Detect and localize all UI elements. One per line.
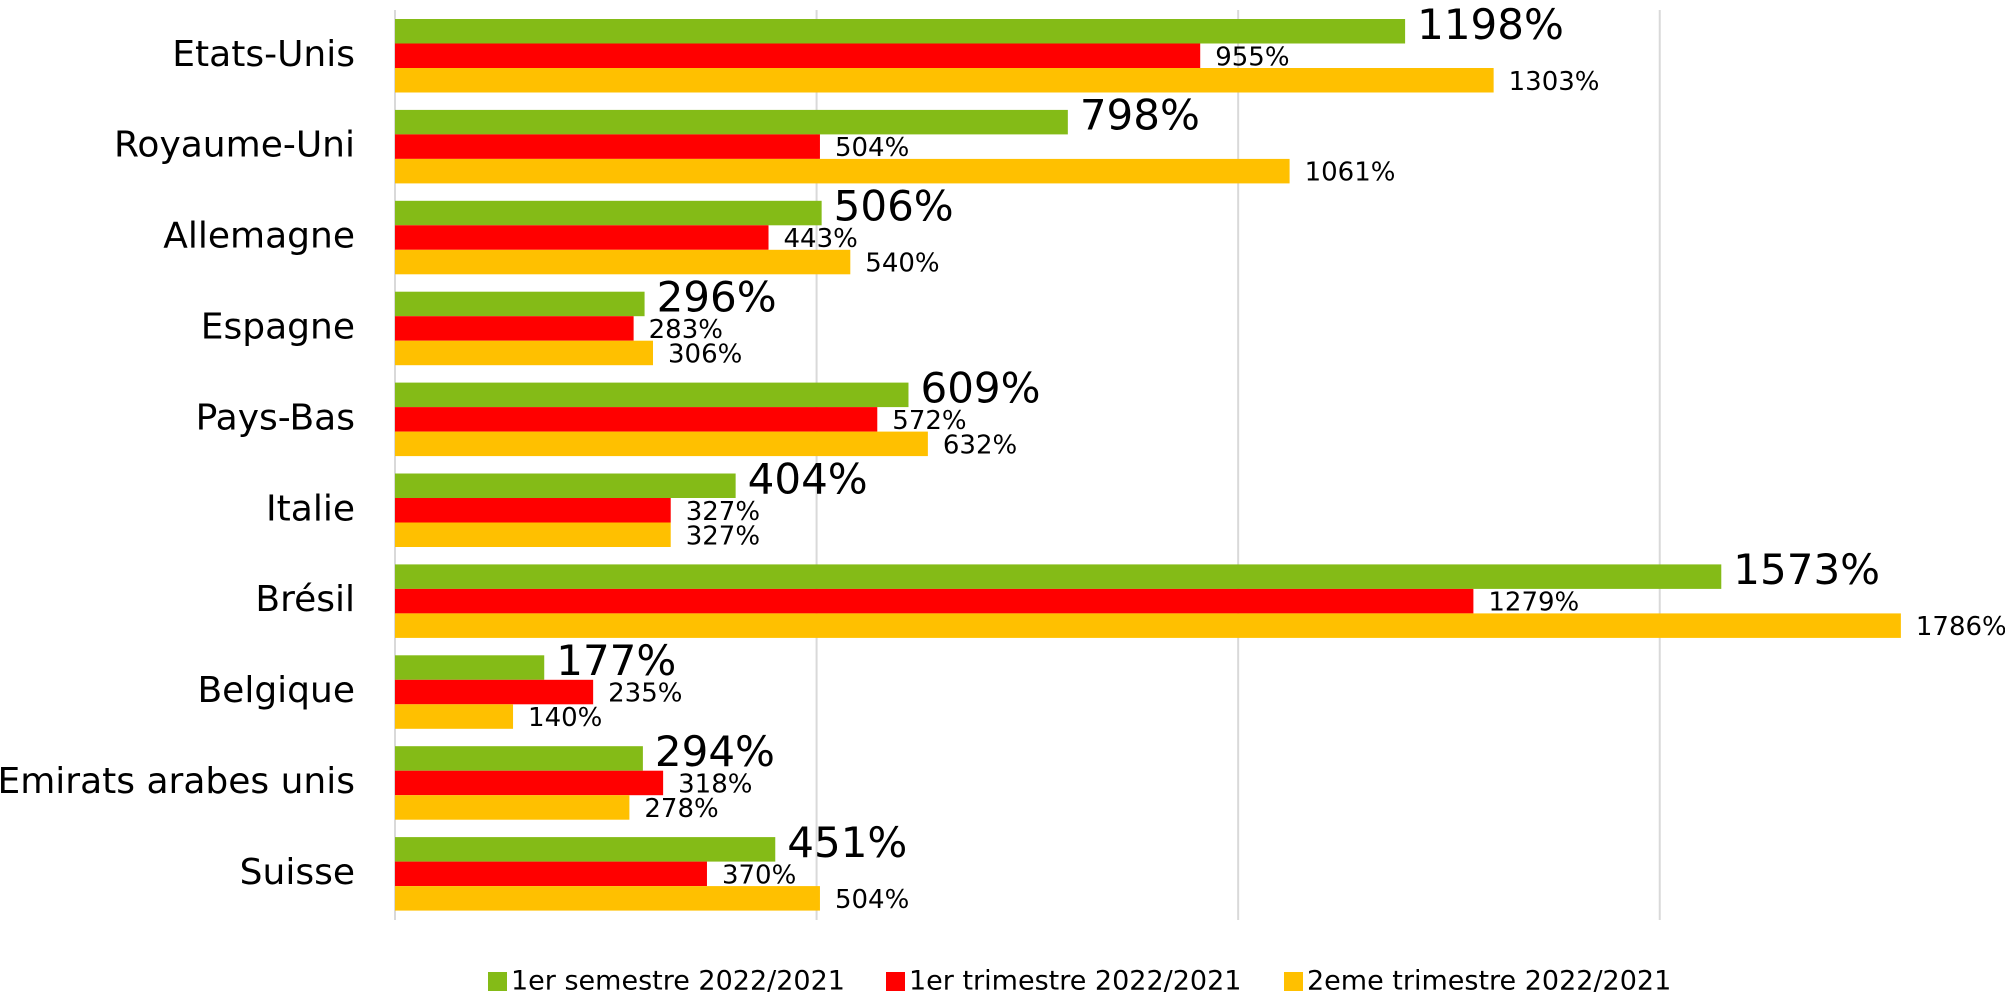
bar	[395, 746, 643, 771]
value-label: 632%	[943, 430, 1017, 460]
bar	[395, 43, 1201, 68]
value-label: 443%	[784, 224, 858, 254]
bar	[395, 340, 654, 366]
bar	[395, 795, 630, 820]
value-label: 278%	[644, 794, 718, 824]
bar	[395, 291, 645, 317]
bar	[395, 473, 736, 498]
value-label: 318%	[678, 769, 752, 799]
value-label: 404%	[748, 454, 868, 503]
value-label: 327%	[686, 497, 760, 527]
value-label: 1786%	[1916, 612, 2005, 642]
value-label: 294%	[655, 727, 775, 776]
legend-label: 1er trimestre 2022/2021	[909, 966, 1241, 996]
category-label: Etats-Unis	[172, 34, 355, 75]
legend-swatch	[1284, 972, 1303, 991]
bar	[395, 837, 776, 862]
category-label: Emirats arabes unis	[0, 761, 355, 802]
value-label: 370%	[722, 860, 796, 890]
value-label: 296%	[657, 272, 777, 321]
bar	[395, 770, 664, 796]
value-label: 177%	[556, 636, 676, 685]
bar	[395, 564, 1722, 589]
value-label: 235%	[608, 679, 682, 709]
value-label: 1279%	[1488, 588, 1579, 618]
value-label: 609%	[920, 363, 1040, 412]
value-label: 306%	[668, 339, 742, 369]
category-label: Allemagne	[163, 216, 355, 257]
value-label: 540%	[865, 249, 939, 279]
value-label: 504%	[835, 133, 909, 163]
value-label: 1198%	[1417, 0, 1564, 49]
bar	[395, 109, 1068, 135]
value-label: 1061%	[1305, 158, 1396, 188]
bar	[395, 249, 851, 275]
legend-label: 1er semestre 2022/2021	[511, 966, 845, 996]
category-label: Brésil	[255, 579, 355, 620]
bar	[395, 613, 1901, 638]
bar	[395, 200, 822, 226]
legend-swatch	[886, 972, 905, 991]
bar	[395, 498, 671, 523]
value-label: 283%	[649, 315, 723, 345]
value-label: 327%	[686, 521, 760, 551]
value-label: 504%	[835, 885, 909, 915]
bar	[395, 704, 514, 729]
value-label: 506%	[834, 182, 954, 231]
bar	[395, 431, 928, 457]
value-label: 1573%	[1733, 545, 1880, 594]
value-label: 798%	[1080, 91, 1200, 140]
value-label: 451%	[787, 818, 907, 867]
category-label: Pays-Bas	[196, 397, 355, 438]
value-label: 572%	[892, 406, 966, 436]
value-label: 1303%	[1509, 67, 1600, 97]
bar	[395, 68, 1494, 93]
bar	[395, 382, 909, 408]
category-label: Italie	[266, 488, 355, 529]
bar	[395, 407, 878, 432]
category-label: Espagne	[201, 306, 355, 347]
bar	[395, 522, 671, 547]
category-label: Suisse	[240, 852, 355, 893]
category-label: Royaume-Uni	[114, 125, 355, 166]
bar	[395, 316, 634, 341]
bar	[395, 134, 820, 159]
bar	[395, 655, 545, 680]
category-label: Belgique	[197, 670, 355, 711]
legend-label: 2eme trimestre 2022/2021	[1307, 966, 1671, 996]
value-label: 140%	[528, 703, 602, 733]
bar	[395, 886, 820, 911]
bar	[395, 861, 707, 887]
legend-swatch	[488, 972, 507, 991]
bar	[395, 158, 1290, 184]
bar	[395, 19, 1406, 44]
bar	[395, 679, 594, 705]
bar	[395, 588, 1474, 614]
value-label: 955%	[1215, 42, 1289, 72]
bar	[395, 225, 769, 250]
